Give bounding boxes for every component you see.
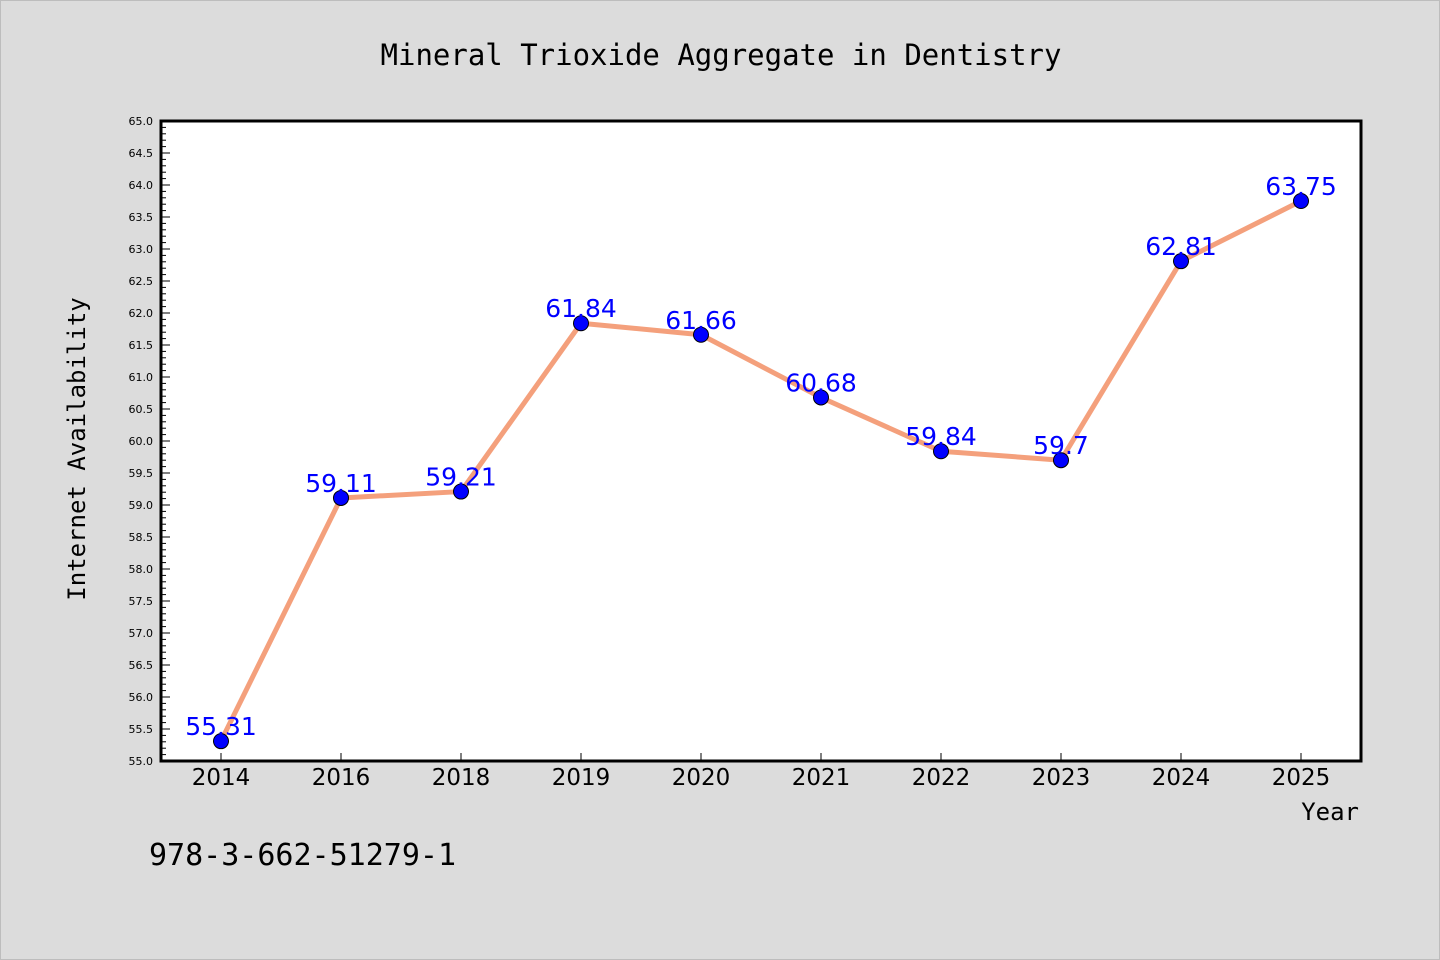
x-tick-label: 2023 — [1032, 765, 1091, 791]
x-tick-label: 2022 — [912, 765, 971, 791]
y-tick-label: 64.0 — [129, 179, 154, 192]
x-tick-label: 2018 — [432, 765, 491, 791]
data-label: 60.68 — [785, 368, 857, 397]
x-tick-label: 2021 — [792, 765, 851, 791]
data-label: 59.21 — [425, 463, 497, 492]
data-point — [933, 443, 949, 460]
footnote-isbn: 978-3-662-51279-1 — [149, 838, 456, 873]
plot-area — [161, 121, 1361, 761]
y-tick-label: 55.5 — [129, 723, 154, 736]
x-tick-label: 2024 — [1152, 765, 1211, 791]
data-point — [1293, 193, 1309, 209]
y-tick-label: 59.5 — [129, 467, 154, 480]
y-tick-label: 58.0 — [129, 563, 154, 576]
y-axis-title: Internet Availability — [63, 297, 91, 600]
y-tick-label: 61.0 — [129, 371, 154, 384]
y-tick-label: 56.5 — [129, 659, 154, 672]
x-tick-label: 2014 — [192, 765, 251, 791]
y-tick-label: 55.0 — [129, 755, 154, 768]
data-point — [573, 315, 589, 332]
chart-title: Mineral Trioxide Aggregate in Dentistry — [381, 38, 1062, 72]
y-tick-label: 59.0 — [129, 499, 154, 512]
x-tick-label: 2020 — [672, 765, 731, 791]
data-label: 59.11 — [305, 469, 377, 498]
y-tick-label: 57.0 — [129, 627, 154, 640]
y-tick-label: 61.5 — [129, 339, 154, 352]
data-label: 61.66 — [665, 306, 737, 335]
x-axis-title: Year — [1301, 798, 1359, 826]
y-tick-label: 63.0 — [129, 243, 154, 256]
data-point — [1173, 253, 1189, 270]
data-point — [213, 733, 229, 750]
y-axis: 55.0 55.5 56.0 56.5 57.0 57.5 58.0 58.5 59.0 59.5… — [129, 115, 170, 768]
y-tick-label: 58.5 — [129, 531, 154, 544]
y-tick-label: 63.5 — [129, 211, 154, 224]
data-labels: 55.31 59.11 59.21 61.84 61.66 60.68 59.84 59.7 6… — [185, 172, 1337, 741]
data-label: 59.84 — [905, 422, 977, 451]
series-line — [218, 198, 1304, 744]
y-tick-label: 64.5 — [129, 147, 154, 160]
x-tick-label: 2025 — [1272, 765, 1331, 791]
y-tick-label: 65.0 — [129, 115, 154, 128]
y-tick-label: 57.5 — [129, 595, 154, 608]
y-tick-label: 62.5 — [129, 275, 154, 288]
data-point — [453, 483, 469, 500]
data-label: 61.84 — [545, 294, 617, 323]
y-tick-label: 56.0 — [129, 691, 154, 704]
data-point — [333, 489, 349, 506]
data-point — [693, 326, 709, 343]
y-tick-label: 60.0 — [129, 435, 154, 448]
data-markers — [213, 193, 1309, 750]
data-label: 55.31 — [185, 712, 257, 741]
x-tick-label: 2019 — [552, 765, 611, 791]
plot-frame — [159, 119, 1363, 763]
y-tick-label: 60.5 — [129, 403, 154, 416]
data-label: 63.75 — [1265, 172, 1337, 201]
data-point — [813, 389, 829, 406]
data-label: 62.81 — [1145, 232, 1217, 261]
y-tick-label: 62.0 — [129, 307, 154, 320]
x-tick-label: 2016 — [312, 765, 371, 791]
data-point — [1053, 452, 1069, 469]
x-axis: 2014 2016 2018 2019 2020 2021 2022 2023 2024 2025 — [192, 753, 1331, 791]
data-label: 59.7 — [1033, 431, 1089, 460]
